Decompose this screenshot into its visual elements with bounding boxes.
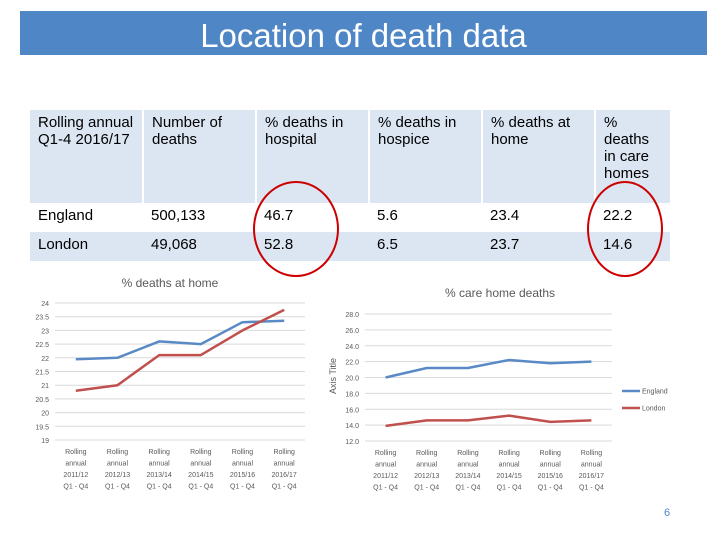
cell-number: 49,068 [151, 236, 197, 253]
x-tick-label: Rolling [232, 449, 254, 456]
x-tick-label: Rolling [148, 449, 170, 456]
y-tick-label: 20.5 [35, 397, 49, 404]
y-tick-label: 21.5 [35, 370, 49, 377]
x-tick-label: annual [416, 462, 437, 469]
table-row: England 500,133 46.7 5.6 23.4 22.2 [30, 203, 670, 232]
x-tick-label: 2014/15 [188, 472, 213, 479]
y-axis-title: Axis Title [328, 358, 338, 394]
x-tick-label: Q1 - Q4 [414, 485, 439, 492]
x-tick-label: Rolling [107, 449, 129, 456]
y-tick-label: 22.5 [35, 342, 49, 349]
x-tick-label: Q1 - Q4 [579, 485, 604, 492]
x-tick-label: Rolling [540, 450, 562, 457]
x-tick-label: Rolling [457, 450, 479, 457]
y-tick-label: 24 [41, 301, 49, 308]
chart-title: % care home deaths [445, 286, 555, 300]
x-tick-label: 2011/12 [373, 473, 398, 480]
x-tick-label: 2012/13 [105, 472, 130, 479]
series-line-0 [75, 319, 285, 361]
y-tick-label: 26.0 [345, 328, 359, 335]
y-tick-label: 23.5 [35, 315, 49, 322]
x-tick-label: 2012/13 [414, 473, 439, 480]
x-tick-label: Rolling [416, 450, 438, 457]
x-tick-label: Rolling [273, 449, 295, 456]
x-tick-label: 2015/16 [230, 472, 255, 479]
cell-area: England [38, 207, 94, 224]
y-tick-label: 16.0 [345, 407, 359, 414]
header-number-of-deaths: Number of deaths [142, 110, 256, 203]
y-tick-label: 12.0 [345, 439, 359, 446]
x-tick-label: annual [149, 461, 170, 468]
x-tick-label: 2016/17 [272, 472, 297, 479]
x-tick-label: annual [375, 462, 396, 469]
x-tick-label: Q1 - Q4 [105, 484, 130, 491]
x-tick-label: annual [581, 462, 602, 469]
x-tick-label: annual [274, 461, 295, 468]
cell-hospice: 5.6 [377, 207, 398, 224]
y-tick-label: 19 [41, 438, 49, 445]
slide-title: Location of death data [200, 17, 527, 54]
x-tick-label: 2011/12 [63, 472, 88, 479]
y-tick-label: 22.0 [345, 360, 359, 367]
x-tick-label: 2014/15 [496, 473, 521, 480]
x-tick-label: Q1 - Q4 [230, 484, 255, 491]
series-line-1 [75, 308, 285, 392]
y-tick-label: 14.0 [345, 423, 359, 430]
cell-home: 23.4 [490, 207, 520, 224]
x-tick-label: annual [107, 461, 128, 468]
x-tick-label: Rolling [498, 450, 520, 457]
y-tick-label: 19.5 [35, 424, 49, 431]
x-tick-label: annual [499, 462, 520, 469]
header-period: Rolling annual Q1-4 2016/17 [38, 114, 134, 148]
series-line-0 [385, 358, 592, 379]
x-tick-label: Q1 - Q4 [147, 484, 172, 491]
x-tick-label: annual [457, 462, 478, 469]
x-tick-label: Q1 - Q4 [188, 484, 213, 491]
x-tick-label: annual [190, 461, 211, 468]
y-tick-label: 22 [41, 356, 49, 363]
y-tick-label: 20.0 [345, 376, 359, 383]
y-tick-label: 28.0 [345, 312, 359, 319]
y-tick-label: 24.0 [345, 344, 359, 351]
series-line-1 [385, 414, 592, 428]
chart-title: % deaths at home [122, 276, 219, 290]
x-tick-label: Rolling [65, 449, 87, 456]
x-tick-label: 2016/17 [579, 473, 604, 480]
legend-label: England [642, 389, 668, 396]
slide-number: 6 [664, 507, 671, 519]
y-tick-label: 18.0 [345, 391, 359, 398]
header-hospice: % deaths in hospice [368, 110, 482, 203]
x-tick-label: Rolling [190, 449, 212, 456]
x-tick-label: Q1 - Q4 [373, 485, 398, 492]
cell-number: 500,133 [151, 207, 206, 224]
x-tick-label: Q1 - Q4 [497, 485, 522, 492]
highlight-circle-hospital [253, 181, 339, 277]
x-tick-label: 2013/14 [147, 472, 172, 479]
title-bar [20, 11, 707, 55]
x-tick-label: 2013/14 [455, 473, 480, 480]
y-tick-label: 23 [41, 328, 49, 335]
x-tick-label: annual [232, 461, 253, 468]
x-tick-label: Q1 - Q4 [63, 484, 88, 491]
y-tick-label: 21 [41, 383, 49, 390]
x-tick-label: Q1 - Q4 [538, 485, 563, 492]
x-tick-label: 2015/16 [538, 473, 563, 480]
cell-hospice: 6.5 [377, 236, 398, 253]
highlight-circle-care-homes [587, 181, 663, 277]
table-header-row: Rolling annual Q1-4 2016/17 Number of de… [30, 110, 670, 203]
x-tick-label: Q1 - Q4 [455, 485, 480, 492]
y-tick-label: 20 [41, 411, 49, 418]
x-tick-label: Q1 - Q4 [272, 484, 297, 491]
cell-home: 23.7 [490, 236, 520, 253]
cell-area: London [38, 236, 89, 253]
x-tick-label: annual [540, 462, 561, 469]
x-tick-label: annual [65, 461, 86, 468]
location-of-death-table: Rolling annual Q1-4 2016/17 Number of de… [30, 110, 670, 261]
legend-label: London [642, 406, 665, 413]
x-tick-label: Rolling [581, 450, 603, 457]
x-tick-label: Rolling [375, 450, 397, 457]
header-home: % deaths at home [481, 110, 595, 203]
